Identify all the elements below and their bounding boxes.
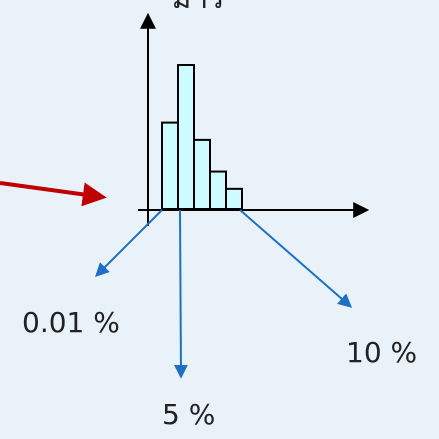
label-right: 10 % — [346, 336, 417, 369]
arrow-to-right-label — [239, 209, 353, 308]
histogram-bar-3 — [193, 138, 211, 211]
label-middle: 5 % — [162, 398, 215, 431]
histogram-bar-4 — [209, 170, 227, 210]
histogram-bar-5 — [225, 187, 243, 210]
label-left: 0.01 % — [22, 306, 120, 339]
histogram-bar-2 — [177, 64, 195, 210]
pointer-arrow — [0, 181, 107, 207]
arrow-to-left-label — [95, 209, 163, 277]
histogram-bar-1 — [161, 121, 179, 210]
histogram-bars — [161, 64, 243, 211]
arrow-to-middle-label — [173, 209, 188, 379]
axis-top-label: มาร — [172, 0, 225, 16]
